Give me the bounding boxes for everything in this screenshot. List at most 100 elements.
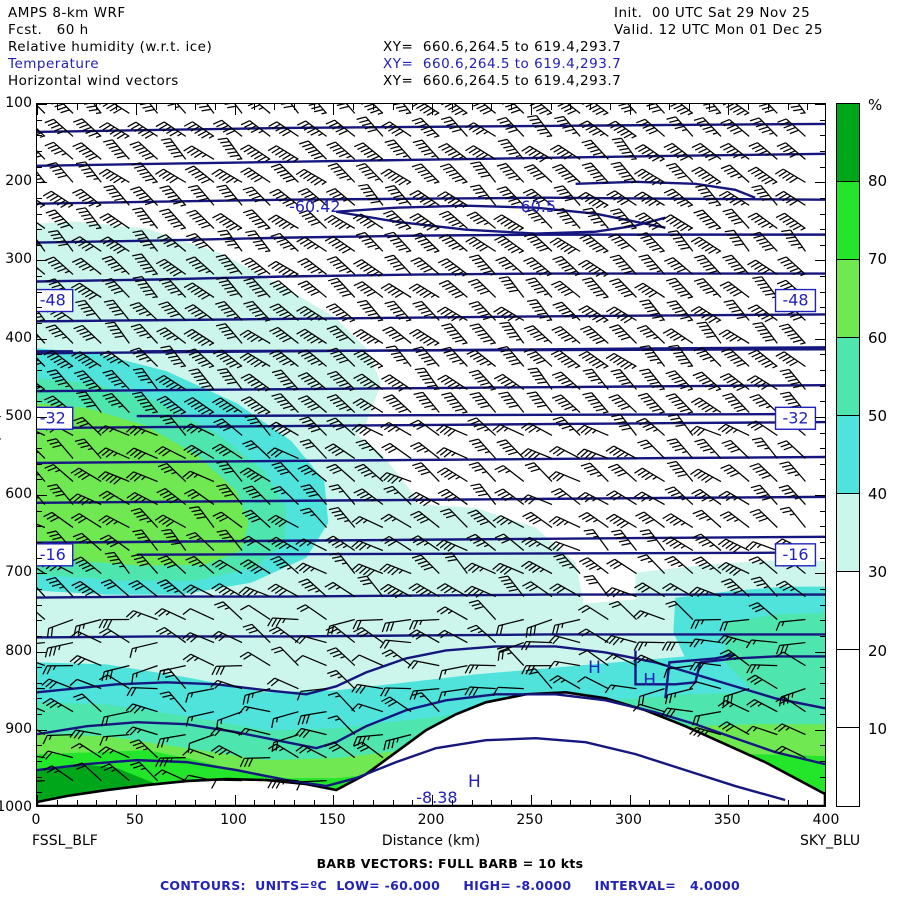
wind-barb-full xyxy=(730,356,740,362)
wind-barb-full xyxy=(229,292,240,297)
wind-barb-half xyxy=(67,365,73,369)
wind-barb-full xyxy=(155,374,165,381)
wind-barb-shaft xyxy=(642,144,665,160)
wind-barb-full xyxy=(412,192,422,198)
wind-barb-half xyxy=(137,728,142,734)
wind-barb-full xyxy=(468,564,477,572)
wind-barb-shaft xyxy=(448,163,468,183)
wind-barb-full xyxy=(623,270,634,274)
wind-barb-full xyxy=(507,383,517,390)
cross-section-plot[interactable]: -48 -32 -16 -48 -32 -16 -60.42 -60.5 -8.38 H H H xyxy=(36,103,826,807)
wind-barb-full xyxy=(145,408,155,412)
wind-barb-full xyxy=(701,312,711,319)
wind-barb-full xyxy=(701,328,711,332)
wind-barb-full xyxy=(270,163,281,168)
wind-barb-full xyxy=(708,155,718,161)
wind-barb-full xyxy=(99,213,109,219)
wind-barb-shaft xyxy=(108,350,130,367)
wind-barb-shaft xyxy=(554,635,581,644)
wind-barb-full xyxy=(440,193,450,200)
wind-barb-full xyxy=(297,464,307,470)
wind-barb-full xyxy=(640,395,651,400)
wind-barb-full xyxy=(500,218,510,225)
wind-barb-half xyxy=(293,388,299,391)
wind-barb-full xyxy=(163,468,174,474)
wind-barb-full xyxy=(257,408,267,415)
wind-barb-full xyxy=(274,541,284,548)
colorbar[interactable] xyxy=(836,103,860,807)
wind-barb-shaft xyxy=(55,162,74,183)
wind-barb-full xyxy=(620,199,630,206)
wind-barb-full xyxy=(246,303,256,308)
wind-barb-full xyxy=(44,256,54,262)
wind-barb-full xyxy=(578,604,587,611)
wind-barb-full xyxy=(411,117,422,122)
wind-barb-full xyxy=(440,346,451,351)
wind-barb-full xyxy=(297,395,308,400)
wind-barb-full xyxy=(753,234,763,239)
wind-barb-full xyxy=(754,264,763,270)
wind-barb-full xyxy=(107,555,117,558)
wind-barb-full xyxy=(331,219,340,226)
wind-barb-half xyxy=(37,243,40,245)
wind-barb-full xyxy=(549,583,558,590)
wind-barb-full xyxy=(279,334,289,340)
wind-barb-full xyxy=(170,290,180,294)
wind-barb-full xyxy=(97,746,107,754)
wind-barb-full xyxy=(408,283,418,290)
wind-barb-full xyxy=(674,286,684,291)
wind-barb-full xyxy=(46,193,56,199)
wind-barb-full xyxy=(697,241,707,248)
wind-barb-half xyxy=(368,448,374,452)
wind-barb-half xyxy=(597,474,603,478)
wind-barb-shaft xyxy=(251,485,271,505)
wind-barb-full xyxy=(240,396,250,402)
wind-barb-full xyxy=(134,165,144,169)
wind-barb-full xyxy=(721,578,731,583)
y-minor-tick xyxy=(37,307,42,309)
wind-barb-full xyxy=(245,212,256,217)
wind-barb-half xyxy=(597,381,603,384)
wind-barb-full xyxy=(113,107,123,114)
wind-barb-full xyxy=(642,532,652,536)
wind-barb-full xyxy=(75,191,85,197)
wind-barb-full xyxy=(219,423,229,429)
wind-barb-field xyxy=(37,104,806,791)
wind-barb-shaft xyxy=(613,352,637,367)
x-minor-tick xyxy=(76,800,78,806)
wind-barb-full xyxy=(614,399,624,405)
wind-barb-half xyxy=(166,737,170,743)
wind-barb-full xyxy=(383,424,393,431)
wind-barb-full xyxy=(621,427,632,431)
wind-barb-shaft xyxy=(162,446,187,460)
wind-barb-full xyxy=(494,488,504,494)
wind-barb-full xyxy=(733,359,743,365)
wind-barb-full xyxy=(388,378,397,385)
y-minor-tick xyxy=(37,385,42,387)
wind-barb-full xyxy=(419,497,428,505)
wind-barb-full xyxy=(334,221,344,228)
wind-barb-full xyxy=(382,326,392,332)
wind-barb-full xyxy=(691,166,701,173)
wind-barb-full xyxy=(705,221,715,226)
wind-barb-full xyxy=(561,172,571,178)
wind-barb-full xyxy=(156,579,167,585)
wind-barb-full xyxy=(135,307,146,313)
wind-barb-shaft xyxy=(560,164,581,183)
wind-barb-full xyxy=(553,239,562,246)
wind-barb-full xyxy=(395,197,406,202)
wind-barb-full xyxy=(276,169,287,174)
wind-barb-half xyxy=(546,112,552,116)
wind-barb-full xyxy=(559,559,569,564)
wind-barb-full xyxy=(37,315,42,318)
wind-barb-full xyxy=(274,465,284,469)
wind-barb-full xyxy=(757,174,767,180)
wind-barb-full xyxy=(757,328,767,332)
wind-barb-shaft xyxy=(507,575,525,597)
wind-barb-full xyxy=(764,316,774,323)
wind-barb-full xyxy=(777,118,787,123)
wind-barb-full xyxy=(532,265,542,271)
wind-barb-full xyxy=(342,385,352,390)
wind-barb-full xyxy=(748,349,758,355)
wind-barb-half xyxy=(752,640,757,645)
